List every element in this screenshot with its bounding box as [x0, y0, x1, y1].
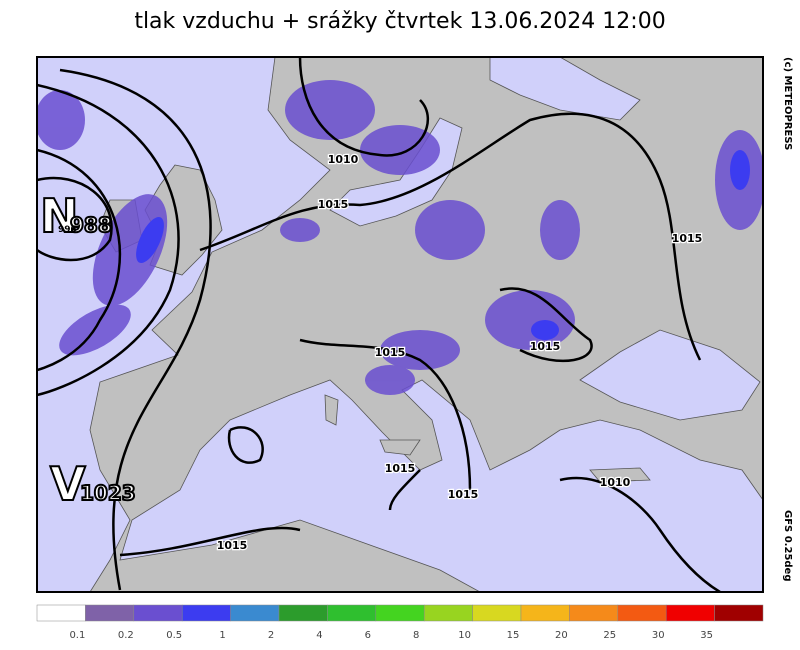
legend-swatch: [327, 604, 377, 622]
legend-label: 0.1: [69, 630, 85, 641]
legend-swatch: [85, 604, 135, 622]
title: tlak vzduchu + srážky čtvrtek 13.06.2024…: [134, 9, 665, 34]
isobars: [37, 57, 721, 592]
isobar-label: 1015: [385, 462, 416, 475]
isobar-label: 1010: [600, 476, 631, 489]
legend-label: 0.5: [166, 630, 182, 641]
legend-swatch: [36, 604, 86, 622]
legend-swatch: [665, 604, 715, 622]
legend-swatch: [133, 604, 183, 622]
pressure-value: 988: [70, 213, 112, 237]
map: [37, 57, 763, 592]
map-frame: [36, 56, 764, 593]
legend-label: 1: [219, 630, 225, 641]
legend-label: 8: [413, 630, 419, 641]
legend: 0.1 0.2 0.5 1 2 4 6 8 10 15 20 25 30 35: [36, 604, 764, 641]
legend-label: 10: [458, 630, 471, 641]
copyright: (c) METEOPRESS: [782, 57, 793, 150]
isobar-label: 1015: [318, 198, 349, 211]
isobar-label: 1015: [448, 488, 479, 501]
legend-swatch: [230, 604, 280, 622]
legend-label: 2: [268, 630, 274, 641]
isobar-label: 1010: [328, 153, 359, 166]
legend-label: 35: [700, 630, 713, 641]
legend-swatch: [617, 604, 667, 622]
pressure-value: 1023: [80, 481, 136, 505]
pressure-symbol: V: [50, 457, 86, 511]
legend-swatch: [472, 604, 522, 622]
isobar-label: 1015: [530, 340, 561, 353]
legend-label: 25: [603, 630, 616, 641]
legend-swatch: [520, 604, 570, 622]
legend-swatch: [278, 604, 328, 622]
isobar-label: 1015: [217, 539, 248, 552]
legend-label: 30: [652, 630, 665, 641]
legend-swatch: [375, 604, 425, 622]
legend-swatch: [714, 604, 764, 622]
legend-swatch: [181, 604, 231, 622]
legend-label: 15: [507, 630, 520, 641]
pressure-symbol: N: [40, 189, 79, 243]
isobar-label: 1015: [672, 232, 703, 245]
isobar-label: 1015: [375, 346, 406, 359]
legend-label: 6: [365, 630, 371, 641]
legend-swatch: [423, 604, 473, 622]
pressure-inner: 995: [58, 225, 77, 235]
legend-swatch: [569, 604, 619, 622]
legend-label: 4: [316, 630, 322, 641]
legend-label: 0.2: [118, 630, 134, 641]
seas: [37, 57, 763, 592]
overlay: 1010 1015 1015 1015 1015 1015 1015 1010 1015 N988…: [39, 152, 704, 554]
precipitation-heavy: [136, 150, 750, 340]
legend-label: 20: [555, 630, 568, 641]
model-credit: GFS 0.25deg: [782, 510, 793, 582]
